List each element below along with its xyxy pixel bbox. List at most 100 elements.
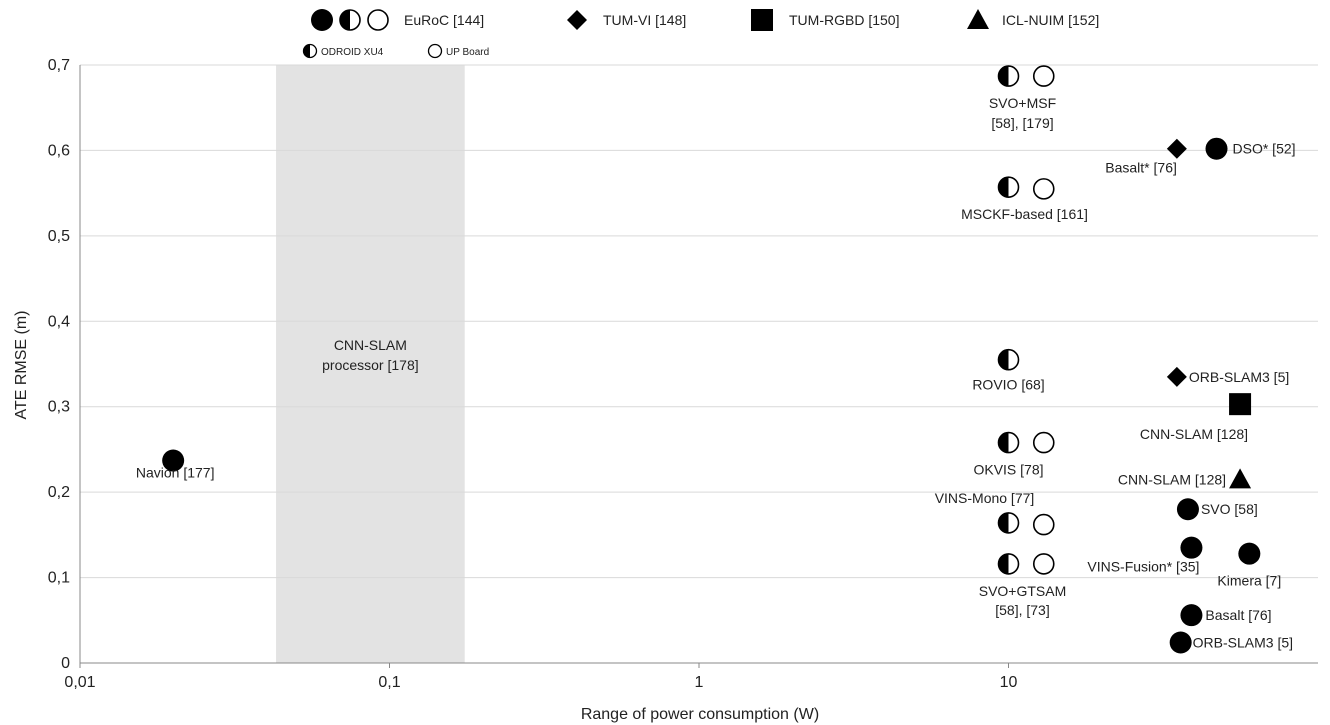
data-point — [997, 431, 1020, 454]
axis-layer: 0 0,1 0,2 0,3 0,4 0,5 0,6 0,7 0,01 0,1 1 10 — [48, 57, 1318, 691]
legend-marker-open-circle — [367, 9, 389, 31]
shaded-band-layer: CNN-SLAM processor [178] — [276, 65, 465, 663]
y-tick-label: 0,7 — [48, 57, 70, 74]
open-circle-marker — [1032, 65, 1055, 87]
data-point — [1166, 366, 1187, 387]
legend-platform-up-board — [427, 43, 443, 59]
half-circle-fill — [998, 177, 1009, 198]
point-label: ORB-SLAM3 [5] — [1193, 634, 1293, 650]
legend-small-open-circle — [427, 43, 443, 59]
point-label: ROVIO [68] — [972, 377, 1044, 393]
data-point — [1180, 604, 1203, 627]
data-point — [1229, 468, 1252, 489]
square-marker — [1229, 393, 1252, 416]
diamond-marker — [1166, 366, 1187, 387]
data-point — [997, 348, 1020, 371]
x-tick-label: 0,01 — [64, 674, 95, 691]
data-point — [1205, 137, 1228, 160]
shaded-band-label: CNN-SLAM — [334, 337, 407, 353]
y-tick-label: 0,2 — [48, 484, 70, 501]
data-point — [1032, 431, 1055, 454]
data-point — [1032, 65, 1055, 87]
data-point — [997, 553, 1020, 575]
open-circle-marker — [1032, 431, 1055, 454]
point-label: CNN-SLAM [128] — [1118, 471, 1226, 487]
point-label: [58], [73] — [995, 602, 1049, 618]
point-label: MSCKF-based [161] — [961, 206, 1088, 222]
open-circle-marker — [1032, 553, 1055, 575]
y-tick-label: 0,1 — [48, 570, 70, 587]
data-point — [1180, 536, 1203, 559]
x-tick-label: 10 — [1000, 674, 1018, 691]
data-point — [1032, 553, 1055, 575]
shaded-band — [276, 65, 465, 663]
x-axis-title: Range of power consumption (W) — [581, 706, 819, 723]
diamond-marker — [1166, 138, 1187, 159]
legend-marker-square — [751, 9, 773, 31]
point-labels-layer: Navion [177] SVO+MSF [58], [179] Basalt* [7… — [136, 95, 1296, 650]
point-label: SVO+MSF — [989, 95, 1056, 111]
legend-label-up-board: UP Board — [446, 47, 489, 58]
legend-marker-half-circle — [339, 9, 361, 31]
point-label: VINS-Mono [77] — [935, 490, 1035, 506]
legend-marker-triangle — [967, 9, 989, 29]
filled-circle-marker — [1180, 604, 1203, 627]
legend-small-half-circle-fill — [303, 44, 310, 58]
legend: EuRoC [144] TUM-VI [148] TUM-RGBD [150] ICL… — [302, 9, 1099, 59]
filled-circle-marker — [1180, 536, 1203, 559]
half-circle-fill — [340, 10, 350, 30]
legend-platform-odroid — [302, 43, 318, 59]
diamond-marker — [567, 10, 587, 30]
point-label: [58], [179] — [991, 115, 1053, 131]
triangle-marker — [967, 9, 989, 29]
data-point — [1176, 498, 1199, 521]
points-layer — [162, 65, 1261, 654]
point-label: Navion [177] — [136, 465, 215, 481]
data-point — [1166, 138, 1187, 159]
legend-label-odroid: ODROID XU4 — [321, 47, 384, 58]
data-point — [162, 449, 185, 472]
point-label: Kimera [7] — [1217, 573, 1281, 589]
triangle-marker — [1229, 468, 1252, 489]
y-tick-label: 0,4 — [48, 313, 70, 330]
data-point — [997, 176, 1020, 198]
y-tick-label: 0,5 — [48, 228, 70, 245]
legend-label-icl-nuim: ICL-NUIM [152] — [1002, 12, 1099, 28]
data-point — [1238, 542, 1261, 565]
point-label: SVO [58] — [1201, 501, 1258, 517]
shaded-band-label: processor [178] — [322, 357, 419, 373]
y-tick-label: 0 — [61, 655, 70, 672]
grid-layer — [80, 64, 1318, 579]
legend-label-tum-vi: TUM-VI [148] — [603, 12, 686, 28]
point-label: Basalt [76] — [1205, 607, 1271, 623]
point-label: SVO+GTSAM — [979, 583, 1067, 599]
half-circle-fill — [998, 432, 1009, 453]
point-label: VINS-Fusion* [35] — [1087, 559, 1199, 575]
point-label: ORB-SLAM3 [5] — [1189, 369, 1289, 385]
legend-marker-filled-circle — [311, 9, 333, 31]
square-marker — [751, 9, 773, 31]
data-point — [997, 512, 1020, 534]
filled-circle-marker — [1205, 137, 1228, 160]
point-label: DSO* [52] — [1233, 141, 1296, 157]
x-tick-label: 1 — [695, 674, 704, 691]
filled-circle-marker — [1238, 542, 1261, 565]
data-point — [1032, 513, 1055, 536]
y-axis-title: ATE RMSE (m) — [13, 310, 30, 419]
data-point — [997, 65, 1020, 87]
half-circle-fill — [998, 512, 1009, 533]
data-point — [1229, 393, 1252, 416]
half-circle-fill — [998, 349, 1009, 370]
legend-label-tum-rgbd: TUM-RGBD [150] — [789, 12, 899, 28]
filled-circle-marker — [311, 9, 333, 31]
point-label: OKVIS [78] — [973, 462, 1043, 478]
point-label: CNN-SLAM [128] — [1140, 426, 1248, 442]
filled-circle-marker — [1176, 498, 1199, 521]
open-circle-marker — [367, 9, 389, 31]
filled-circle-marker — [162, 449, 185, 472]
y-tick-label: 0,3 — [48, 399, 70, 416]
open-circle-marker — [1032, 178, 1055, 200]
data-point — [1032, 178, 1055, 200]
half-circle-fill — [998, 66, 1009, 87]
